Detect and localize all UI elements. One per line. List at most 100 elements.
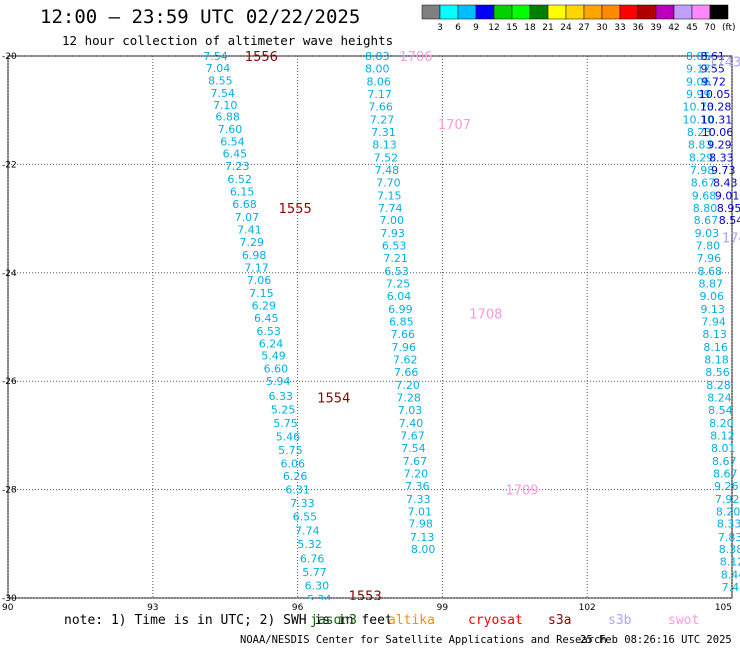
colorbar-label: 21 xyxy=(542,23,553,33)
wave-height-label: 8.29 xyxy=(689,151,714,164)
pass-number-label: 1708 xyxy=(469,307,502,322)
wave-height-label: 8.18 xyxy=(704,354,729,367)
wave-height-label: 7.28 xyxy=(396,391,421,404)
pass-number-label: 174 xyxy=(722,232,740,247)
colorbar-swatch xyxy=(439,4,459,20)
wave-height-label: 7.70 xyxy=(376,176,401,189)
wave-height-label: 8.12 xyxy=(720,556,740,569)
wave-height-label: 9.01 xyxy=(715,189,740,202)
wave-height-label: 7.83 xyxy=(718,531,740,544)
wave-height-label: 7.23 xyxy=(225,160,250,173)
wave-height-label: 6.04 xyxy=(387,290,412,303)
wave-height-label: 9.26 xyxy=(714,480,739,493)
colorbar-swatch xyxy=(421,4,441,20)
wave-height-label: 10.28 xyxy=(700,100,732,113)
pass-number-label: 1706 xyxy=(399,50,432,65)
wave-height-label: 6.85 xyxy=(389,316,414,329)
y-tick-label: -26 xyxy=(2,377,17,387)
colorbar-swatch xyxy=(619,4,639,20)
wave-height-label: 6.29 xyxy=(252,299,277,312)
colorbar-swatch xyxy=(709,4,729,20)
wave-height-label: 7.47 xyxy=(722,581,740,594)
footer-note: note: 1) Time is in UTC; 2) SWH is in fe… xyxy=(64,613,393,628)
wave-height-label: 8.13 xyxy=(702,328,727,341)
wave-height-label: 8.43 xyxy=(713,176,738,189)
wave-height-label: 6.53 xyxy=(384,265,409,278)
mission-legend-item: s3a xyxy=(548,613,572,628)
wave-height-label: 6.15 xyxy=(230,186,255,199)
wave-height-label: 7.31 xyxy=(371,126,396,139)
colorbar-label: 70 xyxy=(704,23,716,33)
wave-height-label: 8.06 xyxy=(366,75,391,88)
wave-height-label: 6.30 xyxy=(305,580,330,593)
wave-height-label: 10.05 xyxy=(699,88,731,101)
wave-height-label: 6.45 xyxy=(223,148,248,161)
wave-height-label: 7.80 xyxy=(696,240,721,253)
colorbar-label: 30 xyxy=(596,23,608,33)
wave-height-label: 9.29 xyxy=(707,138,732,151)
data-layer: 7.547.048.557.547.106.887.606.546.457.23… xyxy=(203,50,740,600)
wave-height-label: 8.16 xyxy=(703,341,728,354)
colorbar-swatch xyxy=(565,4,585,20)
wave-height-label: 6.24 xyxy=(259,337,284,350)
wave-height-label: 8.80 xyxy=(693,202,718,215)
wave-height-label: 7.01 xyxy=(407,505,432,518)
wave-height-label: 7.66 xyxy=(391,328,416,341)
colorbar-label: 9 xyxy=(473,23,479,33)
wave-height-label: 7.62 xyxy=(393,354,418,367)
wave-height-label: 7.07 xyxy=(235,211,260,224)
wave-height-label: 10.10 xyxy=(682,113,714,126)
footer-credit: NOAA/NESDIS Center for Satellite Applica… xyxy=(240,634,607,646)
wave-height-label: 8.33 xyxy=(717,518,740,531)
wave-height-label: 8.12 xyxy=(710,429,735,442)
wave-height-label: 9.13 xyxy=(700,303,725,316)
wave-height-label: 8.54 xyxy=(708,404,733,417)
colorbar-label: 33 xyxy=(614,23,625,33)
colorbar-label: 3 xyxy=(437,23,443,33)
mission-legend-item: s3b xyxy=(608,613,632,628)
wave-height-label: 8.83 xyxy=(365,50,390,63)
wave-height-label: 7.67 xyxy=(403,455,428,468)
pass-number-label: 1707 xyxy=(438,118,471,133)
wave-height-label: 8.67 xyxy=(694,214,719,227)
wave-height-label: 5.75 xyxy=(273,417,298,430)
colorbar-label: 12 xyxy=(488,23,499,33)
wave-height-label: 7.54 xyxy=(203,50,228,63)
colorbar-label: 39 xyxy=(650,23,662,33)
wave-height-label: 9.99 xyxy=(686,88,711,101)
y-tick-label: -20 xyxy=(2,52,17,62)
chart-subtitle: 12 hour collection of altimeter wave hei… xyxy=(62,33,394,48)
y-tick-label: -28 xyxy=(2,486,17,496)
pass-number-label: 1709 xyxy=(505,484,538,499)
colorbar-swatch xyxy=(673,4,693,20)
wave-height-label: 7.06 xyxy=(247,274,272,287)
colorbar-swatch xyxy=(601,4,621,20)
wave-height-label: 8.55 xyxy=(208,74,233,87)
x-tick-label: 93 xyxy=(147,603,158,613)
wave-height-label: 7.36 xyxy=(405,480,430,493)
wave-height-label: 7.10 xyxy=(213,99,238,112)
wave-height-label: 7.92 xyxy=(715,493,740,506)
wave-height-label: 7.67 xyxy=(400,429,425,442)
wave-height-label: 8.38 xyxy=(719,543,740,556)
wave-height-label: 7.54 xyxy=(401,442,426,455)
wave-height-label: 9.03 xyxy=(695,227,720,240)
wave-height-label: 8.61 xyxy=(700,50,725,63)
pass-number-label: 1743 xyxy=(708,55,740,70)
wave-height-label: 7.54 xyxy=(211,87,236,100)
wave-height-label: 8.24 xyxy=(707,391,732,404)
wave-height-label: 8.23 xyxy=(687,126,712,139)
wave-height-label: 8.67 xyxy=(712,455,737,468)
wave-height-label: 5.46 xyxy=(276,430,301,443)
wave-height-label: 7.96 xyxy=(697,252,722,265)
wave-height-label: 7.15 xyxy=(249,287,274,300)
wave-height-label: 10.31 xyxy=(701,113,733,126)
wave-height-label: 8.00 xyxy=(365,62,390,75)
wave-height-label: 7.20 xyxy=(404,467,429,480)
wave-height-label: 6.33 xyxy=(268,390,293,403)
wave-height-label: 9.73 xyxy=(711,164,736,177)
colorbar-unit: (ft) xyxy=(722,23,736,33)
wave-height-label: 7.03 xyxy=(398,404,423,417)
wave-height-label: 8.67 xyxy=(713,467,738,480)
